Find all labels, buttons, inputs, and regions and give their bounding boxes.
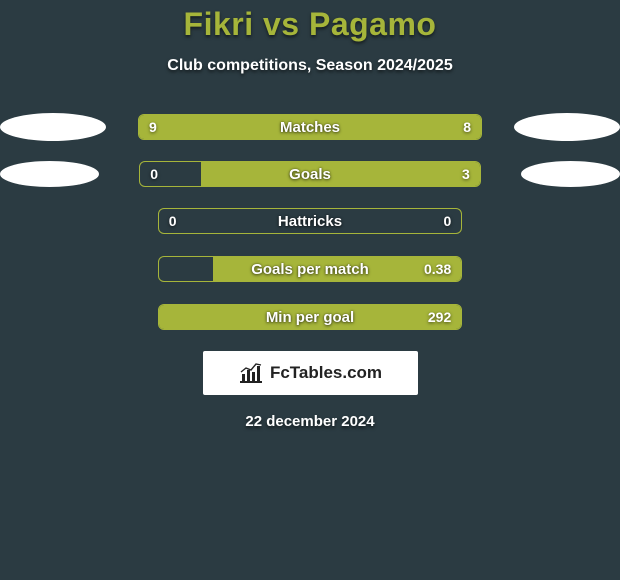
player-left-marker (0, 113, 106, 141)
stat-row-goals: 0 Goals 3 (0, 161, 620, 187)
comparison-infographic: Fikri vs Pagamo Club competitions, Seaso… (0, 0, 620, 430)
bar-chart-icon (238, 362, 264, 384)
bar-right-value: 3 (462, 162, 470, 186)
bar-hattricks: 0 Hattricks 0 (158, 208, 462, 234)
bar-right-value: 0.38 (424, 257, 451, 281)
bar-label: Goals (140, 162, 479, 186)
bar-mpg: Min per goal 292 (158, 304, 462, 330)
player-right-marker (521, 161, 620, 187)
bar-matches: 9 Matches 8 (138, 114, 482, 140)
player-left-marker (0, 161, 99, 187)
subtitle: Club competitions, Season 2024/2025 (0, 57, 620, 75)
bar-right-value: 0 (443, 209, 451, 233)
bar-gpm: Goals per match 0.38 (158, 256, 462, 282)
bar-label: Matches (139, 115, 481, 139)
bar-right-value: 8 (463, 115, 471, 139)
bar-right-value: 292 (428, 305, 451, 329)
stat-row-gpm: Goals per match 0.38 (0, 255, 620, 283)
brand-badge: FcTables.com (203, 351, 418, 395)
brand-text: FcTables.com (270, 363, 382, 383)
bar-goals: 0 Goals 3 (139, 161, 480, 187)
bar-label: Min per goal (159, 305, 461, 329)
bar-label: Goals per match (159, 257, 461, 281)
date-label: 22 december 2024 (0, 413, 620, 430)
stat-row-hattricks: 0 Hattricks 0 (0, 207, 620, 235)
page-title: Fikri vs Pagamo (0, 6, 620, 43)
bar-label: Hattricks (159, 209, 461, 233)
player-right-marker (514, 113, 620, 141)
stat-row-mpg: Min per goal 292 (0, 303, 620, 331)
stat-row-matches: 9 Matches 8 (0, 113, 620, 141)
